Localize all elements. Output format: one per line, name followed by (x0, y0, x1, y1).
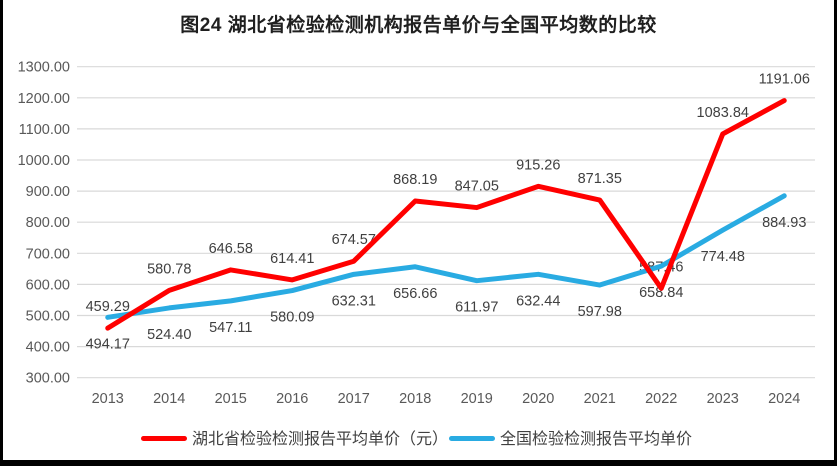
data-label: 871.35 (578, 171, 622, 187)
y-tick-label: 300.00 (26, 371, 70, 387)
data-label: 646.58 (209, 241, 253, 257)
data-label: 611.97 (455, 300, 498, 316)
data-label: 868.19 (393, 172, 437, 188)
y-tick-label: 1300.00 (18, 60, 70, 76)
data-label: 658.84 (639, 285, 683, 301)
data-label: 524.40 (147, 327, 191, 343)
data-label: 1191.06 (759, 72, 810, 88)
data-label: 614.41 (270, 251, 314, 267)
legend-swatch-0 (141, 436, 187, 441)
x-tick-label: 2021 (584, 391, 616, 407)
x-tick-label: 2019 (461, 391, 493, 407)
x-tick-label: 2016 (276, 391, 308, 407)
data-label: 656.66 (393, 286, 437, 302)
series-line-0 (105, 98, 787, 331)
x-tick-label: 2017 (338, 391, 370, 407)
data-label: 580.78 (147, 261, 191, 277)
x-tick-label: 2020 (522, 391, 554, 407)
legend-label-0: 湖北省检验检测报告平均单价（元） (192, 430, 448, 448)
legend-swatch-1 (449, 436, 495, 441)
data-label: 774.48 (701, 249, 745, 265)
data-label: 597.98 (578, 304, 622, 320)
data-label: 674.57 (332, 232, 376, 248)
data-label: 580.09 (270, 310, 314, 326)
x-tick-label: 2013 (92, 391, 124, 407)
legend-label-1: 全国检验检测报告平均单价 (500, 430, 692, 448)
y-tick-label: 400.00 (26, 340, 70, 356)
data-label: 547.11 (209, 320, 252, 336)
x-tick-label: 2014 (153, 391, 185, 407)
data-label: 884.93 (762, 215, 806, 231)
y-tick-label: 1000.00 (18, 153, 70, 169)
chart-title: 图24 湖北省检验检测机构报告单价与全国平均数的比较 (180, 15, 657, 36)
x-tick-label: 2023 (707, 391, 739, 407)
data-label: 632.31 (332, 293, 376, 309)
data-label: 915.26 (516, 157, 560, 173)
y-tick-label: 900.00 (26, 184, 70, 200)
y-tick-label: 800.00 (26, 215, 70, 231)
data-label: 494.17 (86, 336, 130, 352)
x-tick-label: 2015 (215, 391, 247, 407)
y-tick-label: 700.00 (26, 246, 70, 262)
y-tick-label: 500.00 (26, 309, 70, 325)
x-tick-label: 2018 (399, 391, 431, 407)
data-label: 1083.84 (697, 105, 749, 121)
data-label: 632.44 (516, 293, 560, 309)
y-tick-label: 1200.00 (18, 91, 70, 107)
x-tick-label: 2022 (645, 391, 677, 407)
data-label: 847.05 (455, 179, 499, 195)
data-label: 459.29 (86, 299, 130, 315)
y-tick-label: 1100.00 (19, 122, 70, 138)
y-tick-label: 600.00 (26, 277, 70, 293)
x-tick-label: 2024 (768, 391, 800, 407)
line-chart: 300.00 400.00 500.00 600.00 700.00 800.00 900.… (18, 60, 815, 448)
